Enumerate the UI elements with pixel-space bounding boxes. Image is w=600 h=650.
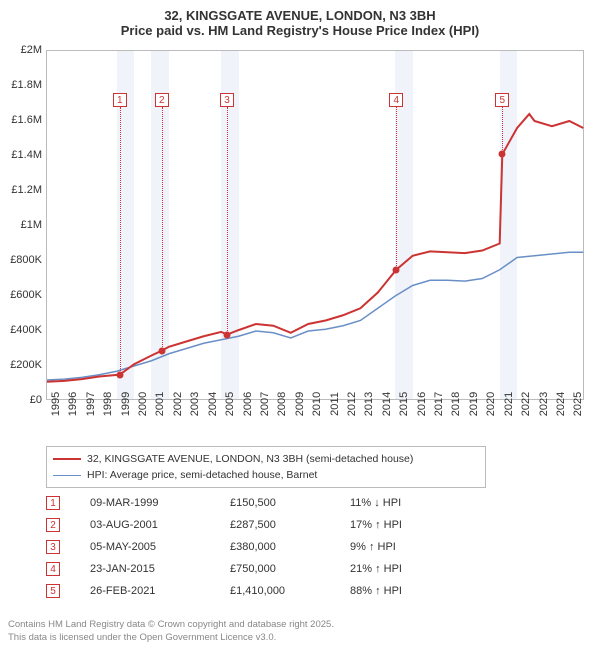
sale-marker-box: 4 — [389, 93, 403, 107]
xtick-label: 1996 — [67, 392, 79, 416]
xtick-label: 2019 — [468, 392, 480, 416]
xtick-label: 2005 — [224, 392, 236, 416]
ytick-label: £800K — [2, 254, 42, 266]
sales-row-delta: 11% ↓ HPI — [350, 497, 450, 509]
xtick-label: 2010 — [311, 392, 323, 416]
sale-marker-line — [162, 107, 163, 351]
chart-container: 32, KINGSGATE AVENUE, LONDON, N3 3BH Pri… — [0, 0, 600, 650]
xtick-label: 2012 — [346, 392, 358, 416]
sale-marker-box: 3 — [220, 93, 234, 107]
sale-marker-box: 5 — [495, 93, 509, 107]
legend-label-property: 32, KINGSGATE AVENUE, LONDON, N3 3BH (se… — [87, 453, 413, 465]
legend-label-hpi: HPI: Average price, semi-detached house,… — [87, 469, 317, 481]
ytick-label: £200K — [2, 359, 42, 371]
sales-row-price: £1,410,000 — [230, 585, 350, 597]
sales-row: 4 23-JAN-2015£750,00021% ↑ HPI — [46, 558, 450, 580]
xtick-label: 2020 — [485, 392, 497, 416]
xtick-label: 2011 — [329, 392, 341, 416]
sales-table: 1 09-MAR-1999£150,50011% ↓ HPI 2 03-AUG-200… — [46, 492, 450, 602]
sales-row-date: 23-JAN-2015 — [90, 563, 230, 575]
xtick-label: 2009 — [294, 392, 306, 416]
sales-row-delta: 9% ↑ HPI — [350, 541, 450, 553]
sales-row-date: 09-MAR-1999 — [90, 497, 230, 509]
sale-marker-dot — [393, 266, 400, 273]
xtick-label: 1999 — [120, 392, 132, 416]
legend: 32, KINGSGATE AVENUE, LONDON, N3 3BH (se… — [46, 446, 486, 488]
sales-row-date: 03-AUG-2001 — [90, 519, 230, 531]
xtick-label: 2007 — [259, 392, 271, 416]
sales-row-price: £380,000 — [230, 541, 350, 553]
legend-swatch-hpi — [53, 475, 81, 476]
xtick-label: 2000 — [137, 392, 149, 416]
sales-row-marker: 4 — [46, 562, 60, 576]
attribution-line2: This data is licensed under the Open Gov… — [8, 632, 334, 644]
xtick-label: 2003 — [189, 392, 201, 416]
xtick-label: 2022 — [520, 392, 532, 416]
sales-row-date: 26-FEB-2021 — [90, 585, 230, 597]
ytick-label: £600K — [2, 289, 42, 301]
attribution-line1: Contains HM Land Registry data © Crown c… — [8, 619, 334, 631]
sale-marker-line — [227, 107, 228, 335]
sales-row-price: £287,500 — [230, 519, 350, 531]
ytick-label: £1.8M — [2, 79, 42, 91]
xtick-label: 2008 — [276, 392, 288, 416]
sales-row-delta: 88% ↑ HPI — [350, 585, 450, 597]
sales-row-price: £150,500 — [230, 497, 350, 509]
series-hpi-line — [47, 252, 583, 380]
sales-row-marker: 2 — [46, 518, 60, 532]
title-subtitle: Price paid vs. HM Land Registry's House … — [10, 23, 590, 38]
xtick-label: 2016 — [416, 392, 428, 416]
sales-row-price: £750,000 — [230, 563, 350, 575]
xtick-label: 2023 — [538, 392, 550, 416]
sales-row-date: 05-MAY-2005 — [90, 541, 230, 553]
sales-row-marker: 5 — [46, 584, 60, 598]
plot-area: 1 2 3 4 5 — [46, 50, 584, 400]
legend-item-property: 32, KINGSGATE AVENUE, LONDON, N3 3BH (se… — [53, 451, 479, 467]
sale-marker-dot — [224, 331, 231, 338]
ytick-label: £1.2M — [2, 184, 42, 196]
attribution: Contains HM Land Registry data © Crown c… — [8, 619, 334, 644]
sale-marker-dot — [158, 347, 165, 354]
xtick-label: 1998 — [102, 392, 114, 416]
ytick-label: £1.6M — [2, 114, 42, 126]
xtick-label: 2004 — [207, 392, 219, 416]
sales-row: 5 26-FEB-2021£1,410,00088% ↑ HPI — [46, 580, 450, 602]
ytick-label: £0 — [2, 394, 42, 406]
sale-marker-dot — [116, 371, 123, 378]
xtick-label: 2013 — [363, 392, 375, 416]
title-address: 32, KINGSGATE AVENUE, LONDON, N3 3BH — [10, 8, 590, 23]
ytick-label: £1M — [2, 219, 42, 231]
xtick-label: 2001 — [154, 392, 166, 416]
sale-marker-line — [502, 107, 503, 154]
xtick-label: 2014 — [381, 392, 393, 416]
sales-row-marker: 1 — [46, 496, 60, 510]
sales-row: 1 09-MAR-1999£150,50011% ↓ HPI — [46, 492, 450, 514]
xtick-label: 2006 — [242, 392, 254, 416]
sale-marker-box: 2 — [155, 93, 169, 107]
sale-marker-dot — [499, 151, 506, 158]
xtick-label: 1997 — [85, 392, 97, 416]
ytick-label: £400K — [2, 324, 42, 336]
sales-row-delta: 17% ↑ HPI — [350, 519, 450, 531]
ytick-label: £2M — [2, 44, 42, 56]
sales-row: 2 03-AUG-2001£287,50017% ↑ HPI — [46, 514, 450, 536]
xtick-label: 1995 — [50, 392, 62, 416]
sale-marker-box: 1 — [113, 93, 127, 107]
legend-swatch-property — [53, 458, 81, 460]
sales-row: 3 05-MAY-2005£380,0009% ↑ HPI — [46, 536, 450, 558]
legend-item-hpi: HPI: Average price, semi-detached house,… — [53, 467, 479, 483]
xtick-label: 2025 — [572, 392, 584, 416]
sale-marker-line — [396, 107, 397, 270]
xtick-label: 2018 — [450, 392, 462, 416]
xtick-label: 2021 — [503, 392, 515, 416]
xtick-label: 2017 — [433, 392, 445, 416]
title-block: 32, KINGSGATE AVENUE, LONDON, N3 3BH Pri… — [0, 0, 600, 42]
xtick-label: 2002 — [172, 392, 184, 416]
xtick-label: 2024 — [555, 392, 567, 416]
sales-row-delta: 21% ↑ HPI — [350, 563, 450, 575]
xtick-label: 2015 — [398, 392, 410, 416]
sale-marker-line — [120, 107, 121, 375]
sales-row-marker: 3 — [46, 540, 60, 554]
ytick-label: £1.4M — [2, 149, 42, 161]
